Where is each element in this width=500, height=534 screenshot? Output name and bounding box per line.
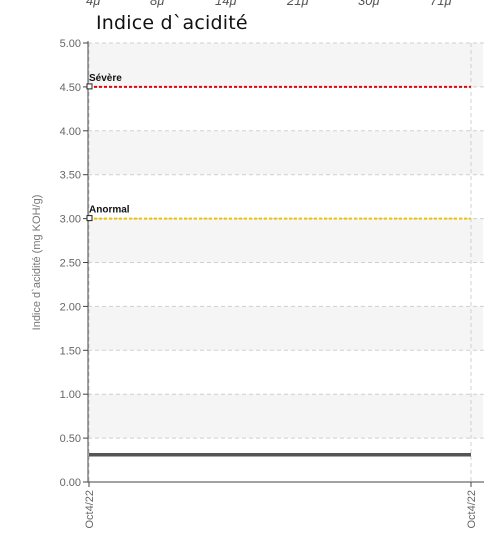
y-tick-label: 3.50 [60, 170, 81, 182]
grid-band [88, 43, 483, 87]
y-tick-label: 3.00 [60, 214, 81, 226]
threshold-marker [86, 83, 93, 90]
y-tick-label: 0.50 [60, 433, 81, 445]
grid-band [88, 394, 483, 439]
top-partial-label: 4μ [86, 0, 101, 8]
x-tick-label: Oct4/22 [466, 490, 478, 529]
threshold-marker [86, 215, 93, 222]
top-partial-label: 71μ [430, 0, 452, 8]
y-tick-label: 4.00 [60, 126, 81, 138]
y-axis-label: Indice d`acidité (mg KOH/g) [31, 195, 43, 331]
grid-band [88, 218, 483, 263]
y-tick-label: 0.00 [60, 477, 81, 489]
y-tick-label: 4.50 [60, 82, 81, 94]
y-tick-label: 2.50 [60, 258, 81, 270]
y-tick-label: 1.50 [60, 345, 81, 357]
top-partial-label: 8μ [150, 0, 165, 8]
top-partial-label: 21μ [287, 0, 309, 8]
top-partial-labels: 4μ 8μ 14μ 21μ 30μ 71μ [0, 0, 500, 8]
chart-title: Indice d`acidité [96, 12, 248, 34]
x-tick-label: Oct4/22 [84, 490, 96, 529]
top-partial-label: 14μ [215, 0, 237, 8]
y-tick-label: 5.00 [60, 38, 81, 50]
y-tick-label: 1.00 [60, 389, 81, 401]
grid-band [88, 306, 483, 351]
grid-band [88, 130, 483, 175]
threshold-label: Sévère [89, 73, 122, 84]
y-tick-label: 2.00 [60, 301, 81, 313]
threshold-label: Anormal [89, 205, 130, 216]
top-partial-label: 30μ [358, 0, 380, 8]
